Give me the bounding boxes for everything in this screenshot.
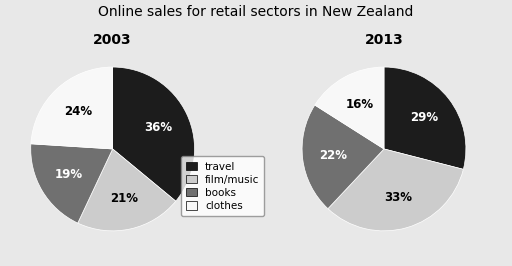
Wedge shape [302,105,384,209]
Legend: travel, film/music, books, clothes: travel, film/music, books, clothes [181,156,265,216]
Title: 2013: 2013 [365,32,403,47]
Text: 29%: 29% [410,111,438,124]
Text: Online sales for retail sectors in New Zealand: Online sales for retail sectors in New Z… [98,5,414,19]
Wedge shape [315,67,384,149]
Text: 22%: 22% [319,149,348,162]
Title: 2003: 2003 [93,32,132,47]
Wedge shape [113,67,195,201]
Wedge shape [78,149,176,231]
Wedge shape [31,67,113,149]
Text: 19%: 19% [55,168,83,181]
Text: 21%: 21% [110,192,138,205]
Wedge shape [31,144,113,223]
Text: 24%: 24% [64,105,92,118]
Wedge shape [384,67,466,169]
Text: 16%: 16% [346,98,374,111]
Wedge shape [328,149,463,231]
Text: 36%: 36% [144,121,173,134]
Text: 33%: 33% [384,191,412,204]
